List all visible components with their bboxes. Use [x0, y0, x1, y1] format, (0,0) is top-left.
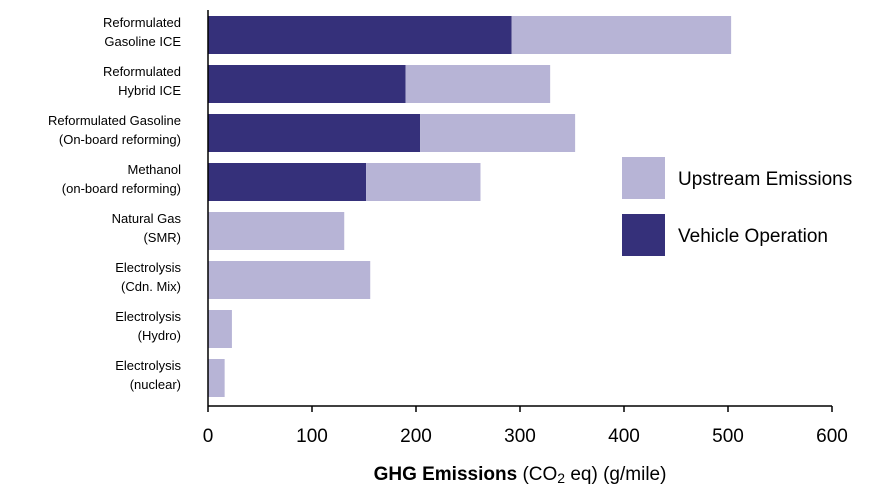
x-axis-title-bold: GHG Emissions [374, 464, 518, 485]
bar-vehicle-operation-0 [208, 16, 512, 54]
category-label-0-line-0: Reformulated [103, 15, 181, 30]
category-label-3-line-1: (on-board reforming) [62, 181, 181, 196]
category-label-6-line-1: (Hydro) [138, 328, 181, 343]
bar-upstream-emissions-2 [420, 114, 576, 152]
category-label-7-line-0: Electrolysis [115, 358, 181, 373]
bar-upstream-emissions-5 [208, 261, 371, 299]
category-label-4-line-1: (SMR) [143, 230, 181, 245]
bar-upstream-emissions-7 [208, 359, 225, 397]
legend-label-0: Upstream Emissions [678, 169, 852, 190]
category-label-2-line-1: (On-board reforming) [59, 132, 181, 147]
x-axis-ticks: 0 100 200 300 400 500 600 [203, 406, 848, 447]
category-label-6-line-0: Electrolysis [115, 309, 181, 324]
legend: Upstream Emissions Vehicle Operation [622, 157, 852, 256]
x-axis-title: GHG Emissions (CO2 eq) (g/mile) [374, 464, 667, 486]
legend-swatch-0 [622, 157, 665, 199]
category-label-7-line-1: (nuclear) [130, 377, 181, 392]
x-tick-label-3: 300 [504, 426, 536, 447]
x-axis-title-subscript: 2 [557, 470, 565, 486]
category-label-4-line-0: Natural Gas [112, 211, 182, 226]
category-label-5-line-1: (Cdn. Mix) [121, 279, 181, 294]
category-label-0-line-1: Gasoline ICE [104, 34, 181, 49]
x-tick-label-0: 0 [203, 426, 214, 447]
bar-vehicle-operation-3 [208, 163, 367, 201]
x-tick-label-1: 100 [296, 426, 328, 447]
x-tick-label-5: 500 [712, 426, 744, 447]
bars-group [208, 16, 732, 397]
x-tick-label-4: 400 [608, 426, 640, 447]
bar-upstream-emissions-3 [366, 163, 481, 201]
legend-swatch-1 [622, 214, 665, 256]
category-label-1-line-1: Hybrid ICE [118, 83, 181, 98]
category-label-3-line-0: Methanol [128, 162, 182, 177]
bar-vehicle-operation-1 [208, 65, 406, 103]
category-labels: Reformulated Gasoline ICE Reformulated Hybr… [48, 15, 181, 392]
legend-label-1: Vehicle Operation [678, 226, 828, 247]
x-tick-label-6: 600 [816, 426, 848, 447]
category-label-2-line-0: Reformulated Gasoline [48, 113, 181, 128]
bar-upstream-emissions-4 [208, 212, 345, 250]
bar-vehicle-operation-2 [208, 114, 421, 152]
x-axis-title-part2: eq) (g/mile) [565, 464, 666, 485]
bar-upstream-emissions-0 [511, 16, 732, 54]
bar-upstream-emissions-1 [405, 65, 551, 103]
x-tick-label-2: 200 [400, 426, 432, 447]
category-label-5-line-0: Electrolysis [115, 260, 181, 275]
x-axis-title-part1: (CO [517, 464, 557, 485]
category-label-1-line-0: Reformulated [103, 64, 181, 79]
bar-upstream-emissions-6 [208, 310, 232, 348]
